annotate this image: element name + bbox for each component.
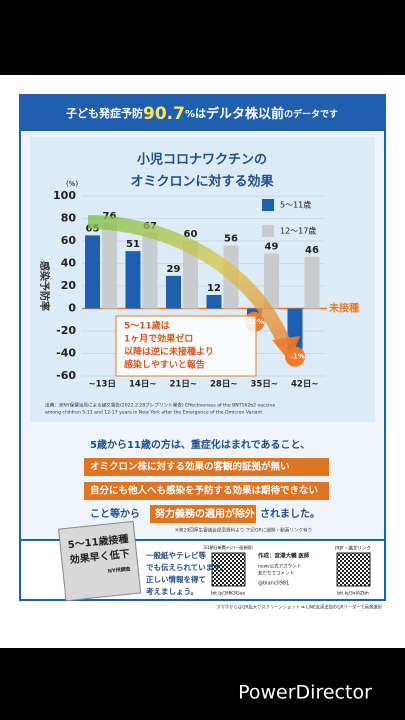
author-line: 作成：宮澤大輔 医師 <box>258 552 310 560</box>
message-box-text: オミクロン株に対する効果の客観的証拠が無い <box>90 461 290 473</box>
message-pre: こと等から <box>90 507 140 520</box>
message-post: されました。 <box>260 508 320 520</box>
bar <box>264 253 279 309</box>
legend-swatch <box>262 199 274 211</box>
author: 作成：宮澤大輔 医師 news公式アカウント 友だちでコメント @blanc09… <box>258 552 310 587</box>
value-label: 12 <box>207 283 221 294</box>
y-tick-label: 60 <box>61 234 77 247</box>
annotation-line: 5～11歳は <box>124 320 170 332</box>
message-box <box>150 505 256 523</box>
annotation-box <box>115 315 257 377</box>
unit-label: (%) <box>66 180 78 188</box>
bar <box>85 235 100 309</box>
message-box <box>84 482 329 500</box>
chart-title: 小児コロナワクチンの <box>137 153 267 168</box>
y-tick-label: 100 <box>53 189 76 202</box>
y-axis-label: 感染予防率 <box>38 261 51 311</box>
value-label: 56 <box>224 234 238 245</box>
bar <box>142 233 158 309</box>
x-tick-label: 14日~ <box>129 380 156 390</box>
footer-text: 一般紙やテレビ等 でも伝えられています。 正しい情報を得て 考えましょう。 <box>146 550 228 596</box>
annotation-line: 1ヶ月で効果ゼロ <box>124 333 193 345</box>
value-label: 60 <box>184 229 198 240</box>
author-line: 友だちでコメント <box>258 570 294 577</box>
annotation-line: 感染しやすいと報告 <box>124 359 205 371</box>
banner-bg <box>20 95 385 131</box>
bar <box>304 256 320 309</box>
bar <box>102 223 117 309</box>
watermark: PowerDirector <box>238 682 372 704</box>
author-line: news公式アカウント <box>258 563 301 570</box>
message-box <box>84 458 329 476</box>
chart-title: オミクロンに対する効果 <box>130 174 273 190</box>
qr-label: 3/1朝日新聞デジ(一面参照) <box>203 544 253 550</box>
y-tick-label: -60 <box>56 369 76 382</box>
source: 出典：米NY保健当局による論文報告(2022.2.28プレプリント発表) Eff… <box>45 402 275 409</box>
baseline-label: 未接種 <box>328 302 359 315</box>
qr-url: bit.ly/3HK3Gaa <box>211 591 245 597</box>
y-tick-label: 40 <box>61 257 77 270</box>
legend-swatch <box>262 225 274 237</box>
x-tick-label: 21日~ <box>170 380 197 390</box>
y-tick-label: 0 <box>68 302 76 315</box>
x-tick-label: 28日~ <box>210 380 237 390</box>
trend-arrow <box>87 215 292 348</box>
y-tick-label: 20 <box>61 279 77 292</box>
bar <box>183 241 198 309</box>
value-label: 46 <box>305 245 319 256</box>
footer-line: 考えましょう。 <box>146 586 198 596</box>
message-note: ※第29回厚生審議会提案資料より 下記QRに論拠・動画リンク有り <box>175 527 312 534</box>
qr-code[interactable] <box>336 552 371 587</box>
y-tick-label: -40 <box>56 347 76 360</box>
value-label: 29 <box>167 264 181 275</box>
source: among children 5-11 and 12-17 years in N… <box>45 410 262 416</box>
bar <box>166 275 181 309</box>
x-tick-label: ~13日 <box>89 380 116 390</box>
author-line: @blanc0981 <box>258 581 289 587</box>
x-tick-label: 35日~ <box>251 380 278 390</box>
value-label: -41% <box>285 353 305 361</box>
x-tick-label: 42日~ <box>291 380 318 390</box>
footer-line: 一般紙やテレビ等 <box>146 550 206 560</box>
footer-line: 正しい情報を得て <box>146 574 206 584</box>
annotation: 5～11歳は 1ヶ月で効果ゼロ 以降は逆に未接種より 感染しやすいと報告 <box>124 320 214 371</box>
qr-label: PDF・論文リンク <box>335 545 371 552</box>
y-tick-label: 80 <box>61 212 77 225</box>
legend-label: 5～11歳 <box>280 200 311 210</box>
message-box-text: 努力義務の適用が除外 <box>155 507 255 520</box>
y-tick-label: -20 <box>56 324 76 337</box>
legend-label: 12～17歳 <box>280 226 316 236</box>
message-lead: 5歳から11歳の方は、重症化はまれであること、 <box>90 438 310 451</box>
value-label: 51 <box>126 239 140 250</box>
value-label: 49 <box>265 241 279 252</box>
footer-line: でも伝えられています。 <box>146 562 228 572</box>
arrow-head <box>272 336 300 362</box>
qr-url: bit.ly/3xIAZbh <box>337 591 369 597</box>
clipping-sub: NY州調査 <box>107 565 131 574</box>
banner: 子ども発症予防90.7%はデルタ株以前のデータです <box>66 104 338 124</box>
bar <box>206 295 222 309</box>
annotation-line: 以降は逆に未接種より <box>124 346 214 358</box>
clipping <box>58 520 142 602</box>
bar <box>125 251 141 309</box>
qr-code[interactable] <box>211 552 246 587</box>
message-box-text: 自分にも他人へも感染を予防する効果は期待できない <box>90 485 318 497</box>
howto: スマホからはQR拡大でスクリーンショット ➡ LINE友達追加のQRリーダーで画… <box>216 604 382 611</box>
